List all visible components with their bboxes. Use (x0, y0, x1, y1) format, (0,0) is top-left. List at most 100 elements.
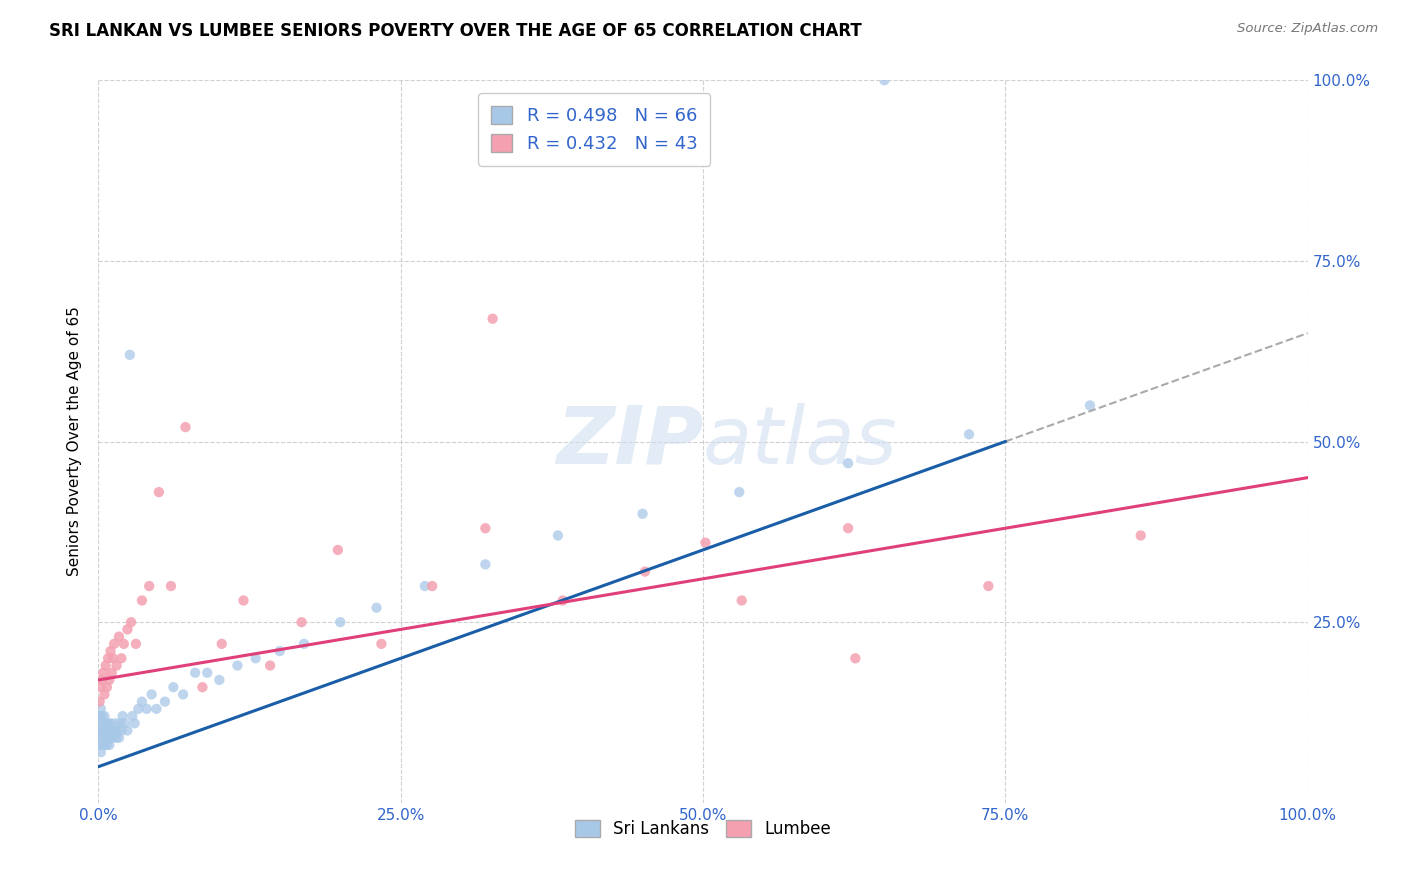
Point (97, 716, 120, 731)
Point (89, 723, 111, 738)
Point (108, 731, 131, 745)
Point (1078, 398, 1101, 412)
Point (326, 542, 349, 557)
Point (93, 687, 115, 701)
Point (117, 723, 139, 738)
Point (474, 558, 496, 572)
Point (232, 593, 254, 607)
Point (93, 723, 115, 738)
Point (873, 73, 896, 87)
Point (90, 680, 112, 694)
Point (121, 709, 143, 723)
Point (91, 731, 114, 745)
Point (135, 702, 157, 716)
Point (1129, 528, 1152, 542)
Point (90, 716, 112, 731)
Point (245, 651, 267, 665)
Point (420, 579, 443, 593)
Point (120, 615, 142, 630)
Point (90, 731, 112, 745)
Point (259, 658, 281, 673)
Point (101, 651, 124, 665)
Point (131, 593, 153, 607)
Point (93, 709, 115, 723)
Point (977, 579, 1000, 593)
Point (91, 716, 114, 731)
Point (103, 637, 125, 651)
Point (98, 723, 121, 738)
Point (94, 731, 117, 745)
Point (107, 723, 129, 738)
Point (195, 665, 218, 680)
Text: atlas: atlas (703, 402, 898, 481)
Point (100, 716, 122, 731)
Point (91, 723, 114, 738)
Point (91, 665, 114, 680)
Point (145, 702, 167, 716)
Point (226, 658, 249, 673)
Text: Source: ZipAtlas.com: Source: ZipAtlas.com (1237, 22, 1378, 36)
Point (100, 644, 122, 658)
Point (117, 623, 139, 637)
Point (184, 665, 207, 680)
Point (162, 680, 184, 694)
Point (329, 615, 352, 630)
Point (91, 673, 114, 687)
Point (108, 716, 131, 731)
Point (481, 311, 503, 326)
Y-axis label: Seniors Poverty Over the Age of 65: Seniors Poverty Over the Age of 65 (67, 307, 83, 576)
Point (97, 651, 120, 665)
Point (547, 528, 569, 542)
Point (413, 579, 436, 593)
Point (290, 615, 312, 630)
Point (89, 709, 111, 723)
Point (98, 738, 121, 752)
Point (631, 507, 654, 521)
Point (98, 673, 121, 687)
Point (100, 723, 122, 738)
Point (111, 709, 134, 723)
Point (172, 687, 194, 701)
Point (153, 695, 176, 709)
Text: SRI LANKAN VS LUMBEE SENIORS POVERTY OVER THE AGE OF 65 CORRELATION CHART: SRI LANKAN VS LUMBEE SENIORS POVERTY OVE… (49, 22, 862, 40)
Point (837, 521, 859, 535)
Point (370, 637, 392, 651)
Point (100, 731, 122, 745)
Point (96, 723, 118, 738)
Point (957, 427, 980, 442)
Point (103, 723, 125, 738)
Point (105, 658, 128, 673)
Point (634, 565, 657, 579)
Point (208, 673, 231, 687)
Point (90, 702, 112, 716)
Point (292, 637, 315, 651)
Point (551, 593, 574, 607)
Point (89, 738, 111, 752)
Point (211, 637, 233, 651)
Point (110, 723, 132, 738)
Point (125, 637, 148, 651)
Point (728, 485, 751, 500)
Point (94, 716, 117, 731)
Point (837, 456, 859, 470)
Point (89, 695, 111, 709)
Point (104, 716, 127, 731)
Point (112, 637, 135, 651)
Point (127, 702, 149, 716)
Point (141, 687, 163, 701)
Point (269, 644, 291, 658)
Text: ZIP: ZIP (555, 402, 703, 481)
Point (118, 348, 141, 362)
Point (131, 695, 153, 709)
Point (96, 738, 118, 752)
Point (138, 579, 160, 593)
Point (731, 593, 754, 607)
Point (366, 600, 388, 615)
Point (114, 716, 136, 731)
Point (91, 709, 114, 723)
Point (160, 579, 183, 593)
Point (110, 651, 132, 665)
Point (93, 738, 115, 752)
Point (105, 731, 128, 745)
Point (97, 731, 120, 745)
